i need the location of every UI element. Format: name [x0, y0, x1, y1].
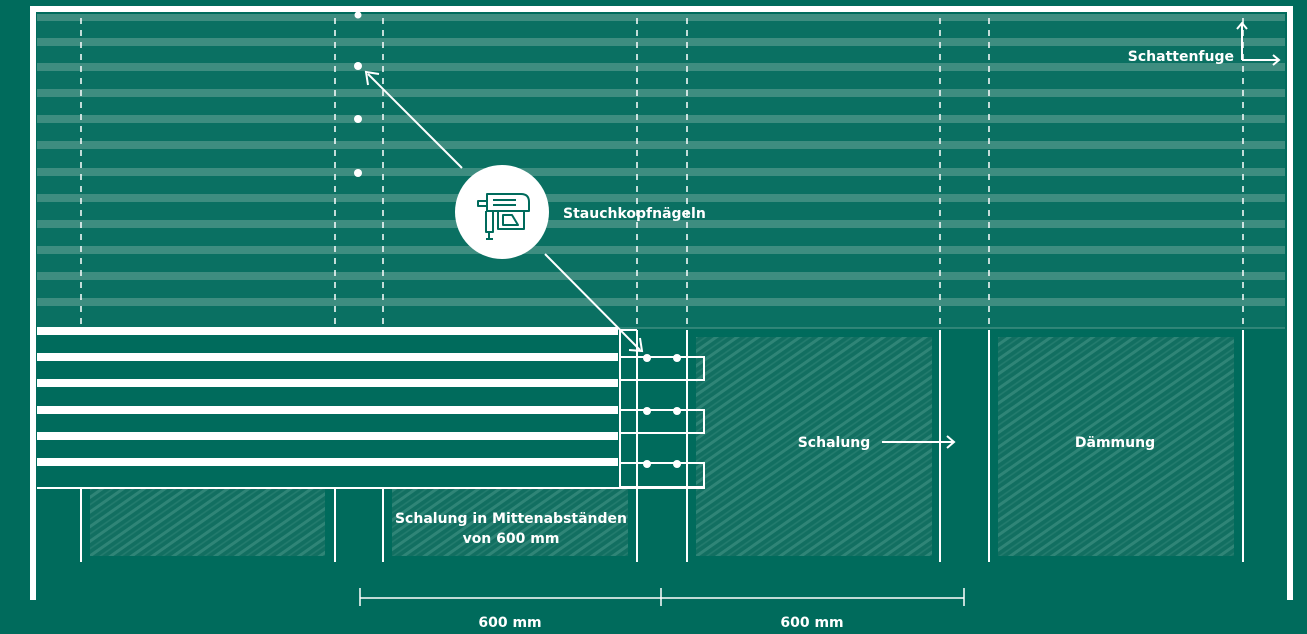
finished-facade-boards — [37, 14, 1285, 329]
label-schalung: Schalung — [798, 435, 871, 451]
nail-points-upper — [354, 11, 362, 177]
nail-gun-icon — [455, 165, 549, 259]
label-schattenfuge: Schattenfuge — [1128, 49, 1234, 65]
hidden-battens — [80, 18, 1244, 325]
dimension-right-label: 600 mm — [780, 615, 843, 631]
dimension-lines — [359, 588, 965, 606]
installed-boards — [37, 327, 705, 489]
label-stauchkopfnaegeln: Stauchkopfnägeln — [563, 206, 706, 222]
schalung-arrow — [882, 435, 956, 449]
label-daemmung: Dämmung — [1075, 435, 1155, 451]
nail-gun-arrows — [364, 70, 644, 353]
board-ends — [619, 329, 705, 488]
corner-arrow-icon — [1236, 21, 1281, 66]
nail-points-lower — [643, 354, 681, 468]
battens — [80, 330, 1244, 562]
label-schalung-abstand-line2: von 600 mm — [463, 531, 560, 547]
insulation-panels — [90, 337, 1234, 556]
label-schalung-abstand-line1: Schalung in Mittenabständen — [395, 511, 627, 527]
dimension-left-label: 600 mm — [478, 615, 541, 631]
